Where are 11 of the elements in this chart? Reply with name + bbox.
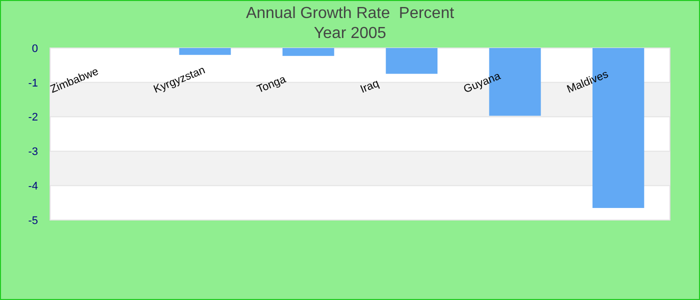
y-tick-label: -1 [28,77,38,90]
y-tick-label: -4 [28,180,38,192]
chart-title: Annual Growth Rate Percent [246,5,455,22]
y-tick-label: -3 [28,146,38,158]
x-tick-label: Guyana [462,70,504,96]
x-tick-label: Iraq [358,78,381,96]
x-tick-label: Tonga [255,73,288,96]
chart-subtitle: Year 2005 [314,25,386,42]
y-tick-label: -2 [28,112,38,124]
y-tick-label: 0 [32,42,38,55]
y-tick-label: -5 [28,214,38,227]
